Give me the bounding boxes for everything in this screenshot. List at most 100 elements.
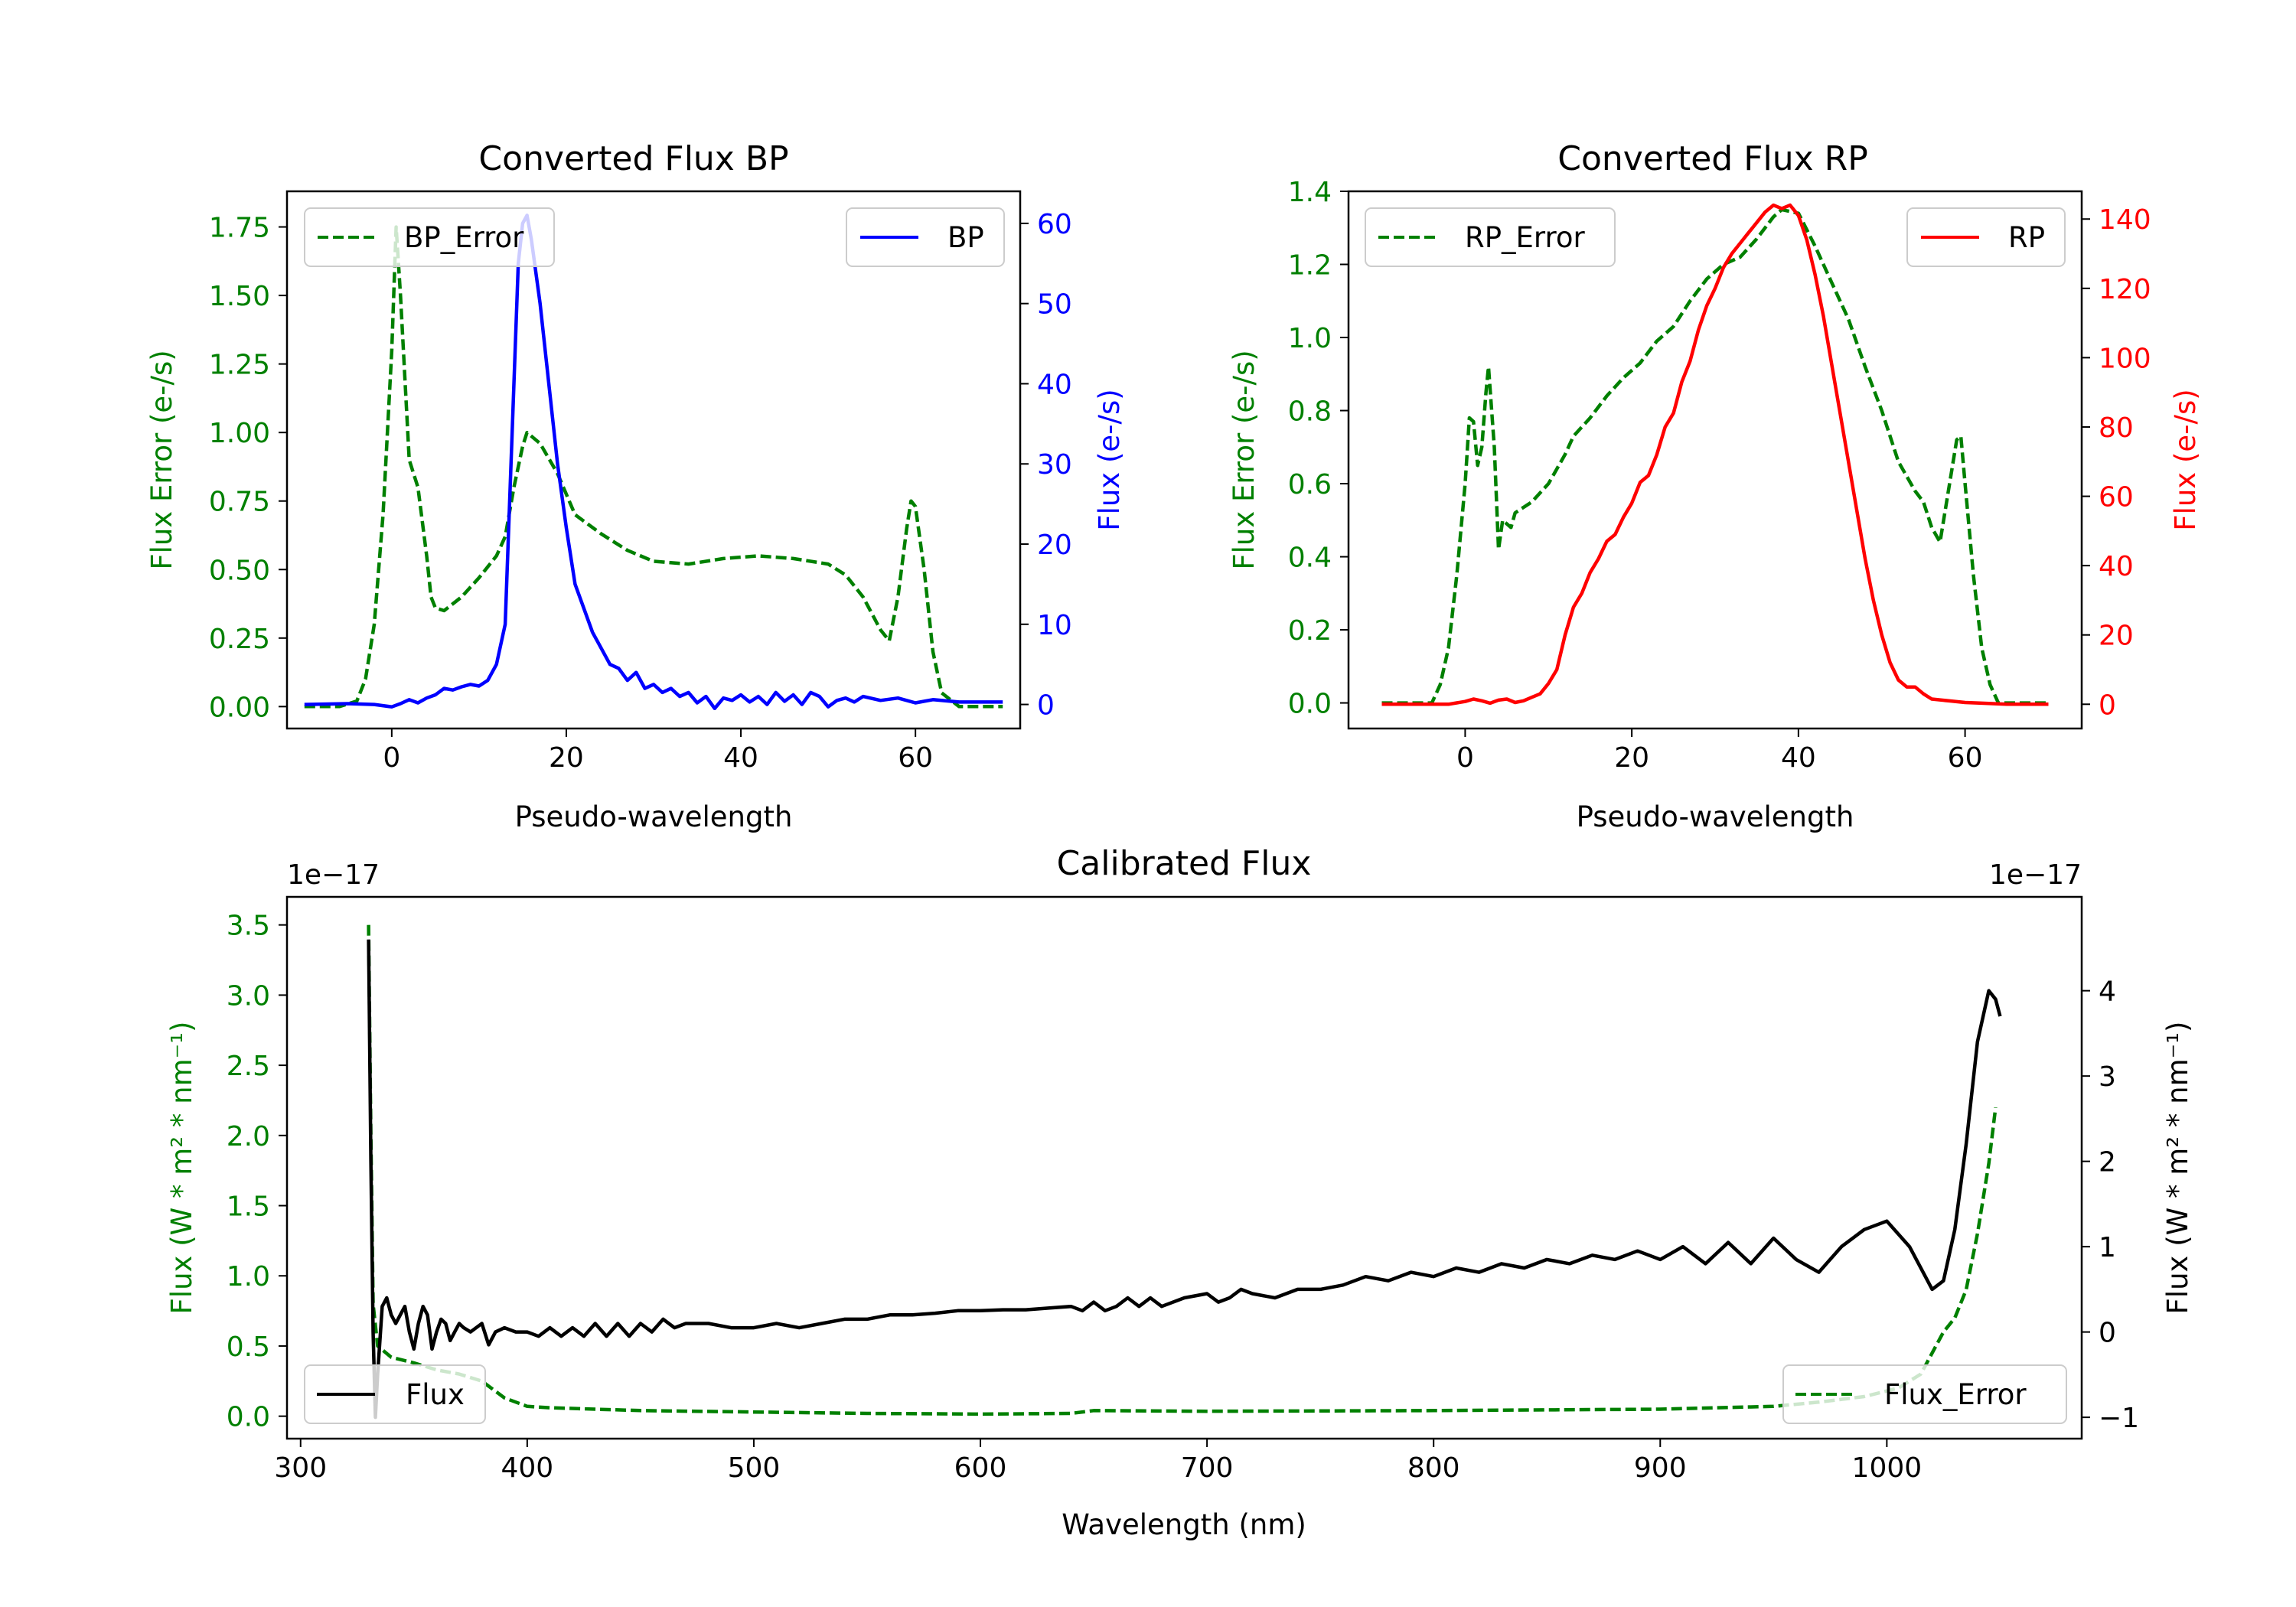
plot-frame-bp	[285, 190, 1022, 730]
y-axis-label-left-calibrated: Flux (W * m² * nm⁻¹)	[165, 1022, 198, 1315]
y-tick-label-left: 0.00	[209, 692, 270, 723]
x-tick-label: 20	[1614, 742, 1649, 774]
x-tick-label: 40	[723, 742, 758, 774]
x-tick-label: 1000	[1852, 1452, 1923, 1484]
legend-rp-error: RP_Error	[1365, 207, 1616, 267]
x-tick-label: 60	[1948, 742, 1983, 774]
offset-label-left: 1e−17	[287, 859, 380, 891]
series-line-bp-error	[304, 225, 1003, 709]
y-tick-label-right: 2	[2099, 1147, 2116, 1178]
plot-frame-rp	[1347, 190, 2083, 730]
x-axis-label-bp: Pseudo-wavelength	[515, 800, 793, 833]
legend-label-bp: BP	[947, 221, 984, 254]
y-tick-label-left: 0.6	[1288, 469, 1332, 500]
legend-flux: Flux	[304, 1364, 486, 1424]
y-tick-label-right: 50	[1037, 289, 1072, 321]
legend-label-rp: RP	[2008, 221, 2045, 254]
y-tick-label-right: 0	[2099, 689, 2116, 721]
y-tick-label-right: 0	[2099, 1318, 2116, 1349]
x-tick-label: 400	[501, 1452, 553, 1484]
legend-label-rp-error: RP_Error	[1465, 221, 1585, 254]
y-tick-label-left: 1.2	[1288, 250, 1332, 282]
y-tick-label-right: −1	[2099, 1403, 2139, 1434]
legend-flux-error: Flux_Error	[1782, 1364, 2067, 1424]
series-line-rp-error	[1381, 207, 2049, 705]
y-tick-label-left: 1.0	[1288, 323, 1332, 354]
y-tick-label-left: 0.0	[1288, 689, 1332, 720]
chart-title-bp: Converted Flux BP	[478, 139, 788, 178]
y-tick-label-right: 1	[2099, 1232, 2116, 1263]
y-tick-label-left: 1.00	[209, 418, 270, 449]
y-tick-label-right: 4	[2099, 976, 2116, 1008]
y-tick-label-right: 60	[2099, 482, 2134, 513]
y-tick-label-right: 80	[2099, 412, 2134, 444]
y-tick-label-left: 0.75	[209, 487, 270, 518]
legend-label-flux: Flux	[406, 1378, 465, 1411]
y-axis-label-left-bp: Flux Error (e-/s)	[145, 350, 178, 569]
y-tick-label-left: 1.75	[209, 213, 270, 244]
x-tick-label: 20	[549, 742, 584, 774]
y-tick-label-left: 3.5	[227, 911, 270, 942]
y-tick-label-left: 0.0	[227, 1402, 270, 1433]
y-tick-label-right: 20	[2099, 621, 2134, 652]
y-tick-label-right: 60	[1037, 209, 1072, 240]
legend-bp: BP	[846, 207, 1005, 267]
chart-title-calibrated: Calibrated Flux	[1057, 844, 1312, 883]
y-axis-label-right-calibrated: Flux (W * m² * nm⁻¹)	[2161, 1022, 2194, 1315]
y-tick-label-left: 0.5	[227, 1332, 270, 1363]
y-tick-label-right: 40	[2099, 551, 2134, 582]
y-tick-label-right: 120	[2099, 274, 2151, 305]
y-tick-label-left: 0.25	[209, 624, 270, 655]
y-axis-label-right-rp: Flux (e-/s)	[2169, 389, 2202, 530]
x-tick-label: 0	[383, 742, 400, 774]
legend-label-bp-error: BP_Error	[404, 221, 524, 254]
y-tick-label-right: 30	[1037, 449, 1072, 481]
y-tick-label-left: 0.2	[1288, 615, 1332, 647]
y-tick-label-left: 1.25	[209, 350, 270, 381]
y-tick-label-left: 0.4	[1288, 543, 1332, 574]
x-tick-label: 900	[1634, 1452, 1687, 1484]
x-tick-label: 800	[1407, 1452, 1460, 1484]
x-tick-label: 600	[954, 1452, 1007, 1484]
legend-rp: RP	[1906, 207, 2066, 267]
panel-rp: Converted Flux RP 0 20 40 60 0.0 0.2 0.4 0.6 0.8…	[1228, 139, 2202, 833]
y-axis-label-left-rp: Flux Error (e-/s)	[1228, 350, 1261, 569]
chart-title-rp: Converted Flux RP	[1557, 139, 1868, 178]
x-tick-label: 700	[1181, 1452, 1234, 1484]
y-tick-label-right: 20	[1037, 530, 1072, 561]
series-line-flux-error	[367, 924, 1998, 1416]
x-tick-label: 0	[1456, 742, 1474, 774]
y-axis-label-right-bp: Flux (e-/s)	[1093, 389, 1126, 530]
y-tick-label-right: 100	[2099, 343, 2151, 374]
y-tick-label-right: 0	[1037, 690, 1055, 722]
y-tick-label-left: 2.5	[227, 1051, 270, 1082]
y-tick-label-right: 3	[2099, 1061, 2116, 1093]
x-tick-label: 500	[728, 1452, 781, 1484]
y-tick-label-right: 10	[1037, 610, 1072, 641]
y-tick-label-right: 40	[1037, 369, 1072, 400]
panel-calibrated: Calibrated Flux 1e−17 1e−17 300 400 500 600…	[165, 844, 2194, 1541]
y-tick-label-left: 1.50	[209, 281, 270, 312]
x-axis-label-rp: Pseudo-wavelength	[1577, 800, 1854, 833]
offset-label-right: 1e−17	[1989, 859, 2082, 891]
y-tick-label-right: 140	[2099, 204, 2151, 236]
y-tick-label-left: 1.4	[1288, 177, 1332, 208]
y-tick-label-left: 3.0	[227, 980, 270, 1012]
x-tick-label: 300	[274, 1452, 327, 1484]
y-tick-label-left: 0.50	[209, 555, 270, 586]
series-line-flux	[367, 939, 2002, 1420]
y-tick-label-left: 0.8	[1288, 396, 1332, 428]
series-line-rp	[1381, 203, 2049, 706]
y-tick-label-left: 1.5	[227, 1191, 270, 1223]
legend-bp-error: BP_Error	[304, 207, 555, 267]
y-tick-label-left: 2.0	[227, 1121, 270, 1152]
x-tick-label: 60	[898, 742, 933, 774]
x-axis-label-calibrated: Wavelength (nm)	[1062, 1508, 1306, 1541]
y-tick-label-left: 1.0	[227, 1261, 270, 1292]
panel-bp: Converted Flux BP 0 20 40 60 0.00 0.25 0.50 0.7…	[145, 139, 1126, 833]
legend-label-flux-error: Flux_Error	[1884, 1378, 2027, 1411]
series-line-bp	[304, 214, 1003, 711]
plot-frame-calibrated	[285, 895, 2083, 1440]
x-tick-label: 40	[1781, 742, 1816, 774]
